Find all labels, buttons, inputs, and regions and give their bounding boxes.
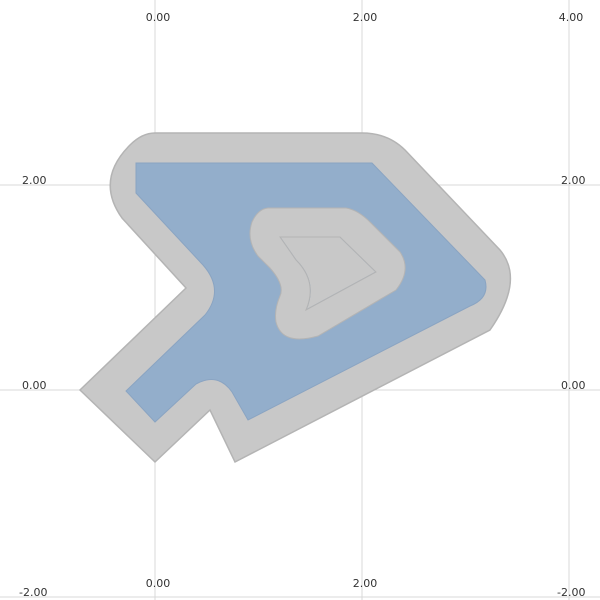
tick-label-right-0: 2.00 [561,174,586,187]
tick-label-left-0: 2.00 [22,174,47,187]
hole-buffer-ring [249,207,406,340]
tick-label-top-0: 0.00 [146,11,171,24]
tick-label-top-1: 2.00 [353,11,378,24]
tick-label-right-1: 0.00 [561,379,586,392]
tick-label-bottom-0: 0.00 [146,577,171,590]
tick-label-right-2: -2.00 [557,586,585,599]
tick-label-left-1: 0.00 [22,379,47,392]
tick-label-left-2: -2.00 [19,586,47,599]
tick-label-top-2: 4.00 [559,11,584,24]
tick-label-bottom-1: 2.00 [353,577,378,590]
